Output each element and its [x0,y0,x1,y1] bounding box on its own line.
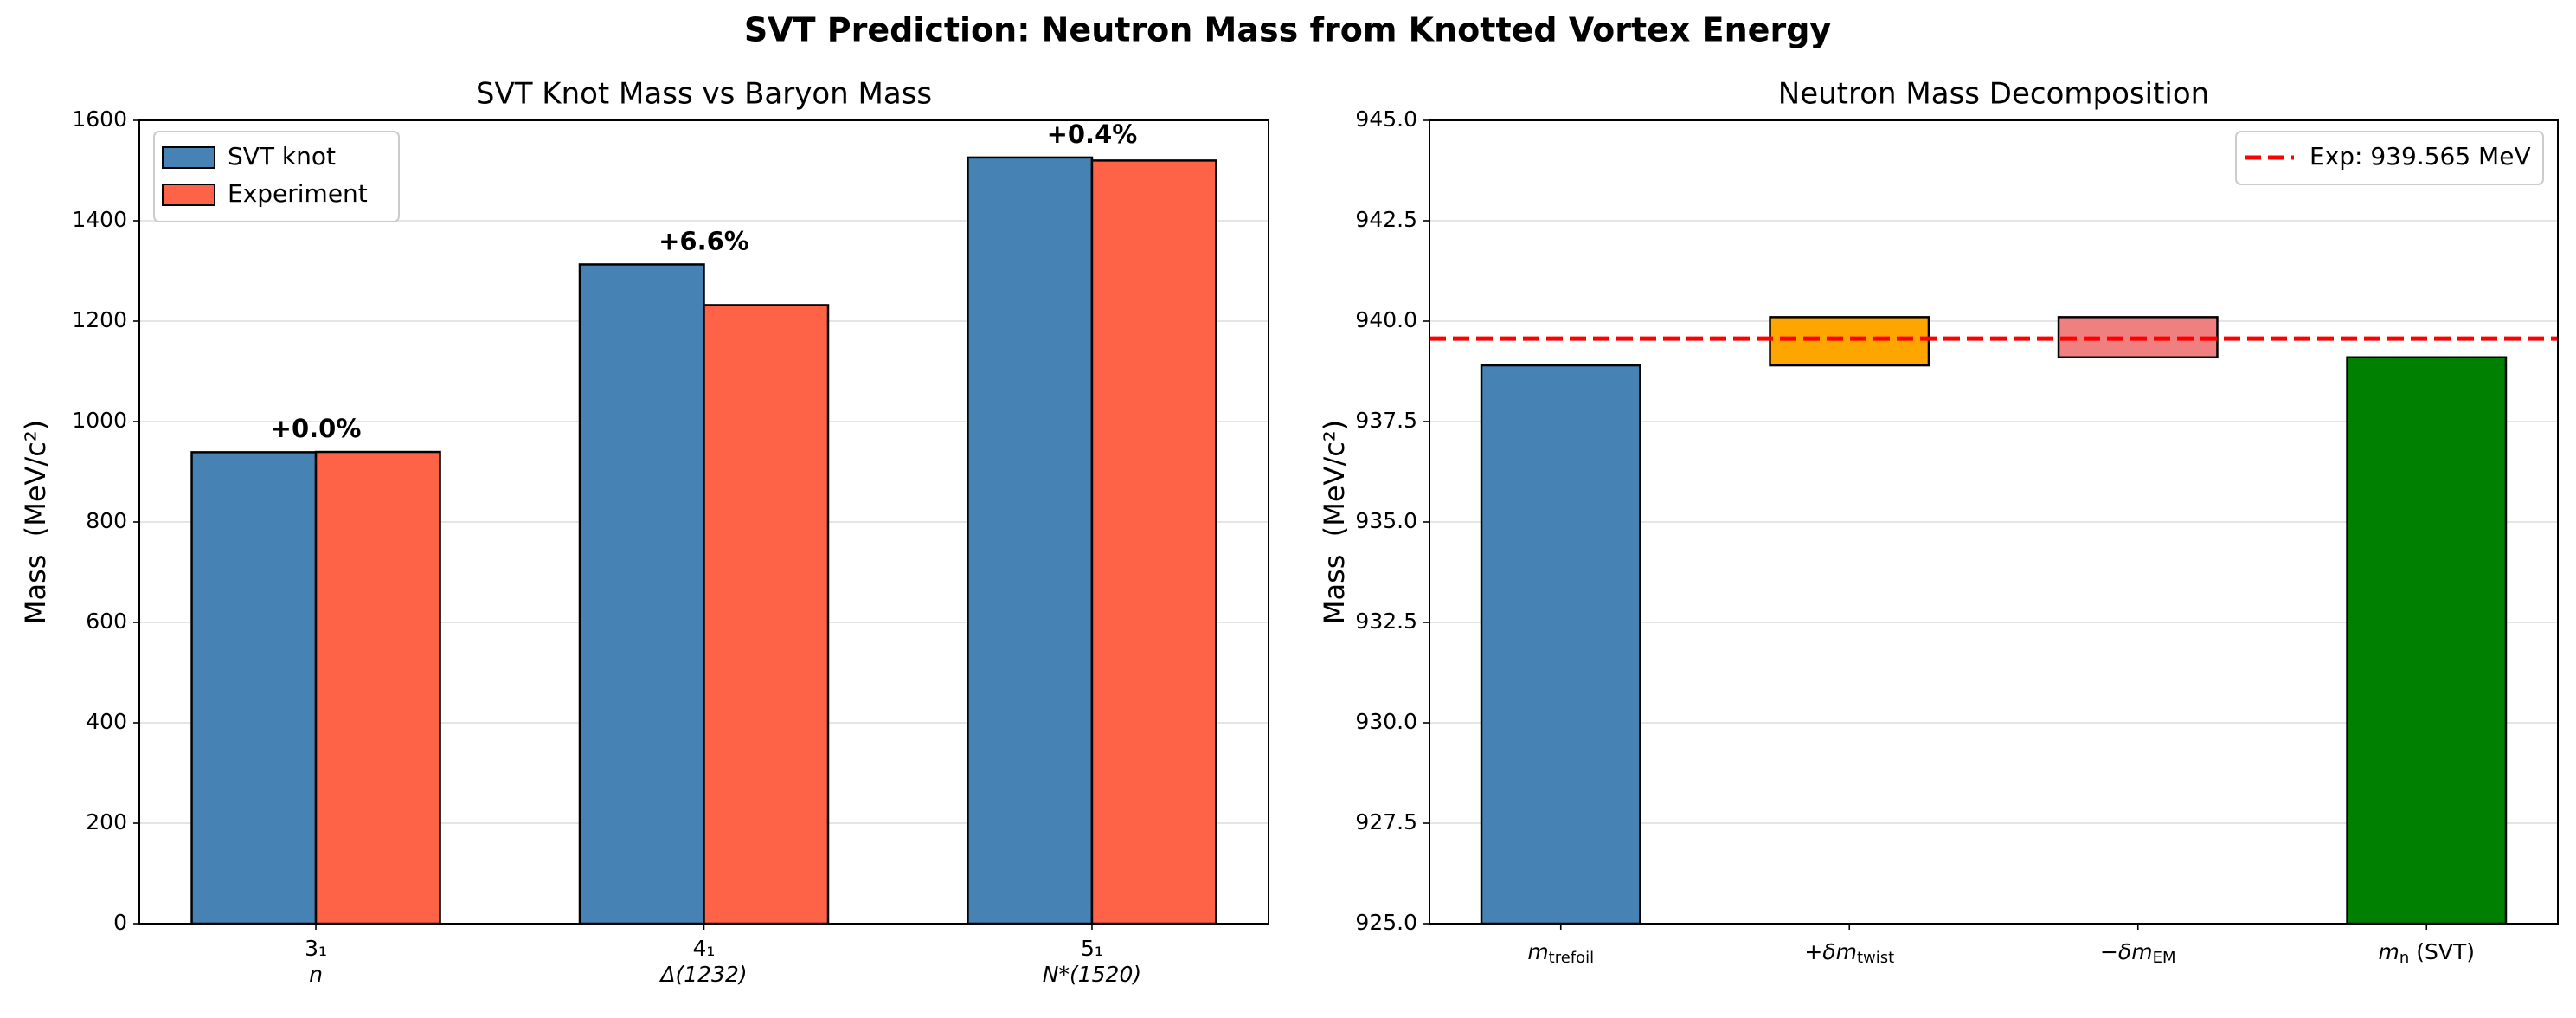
y-tick-label: 400 [86,709,127,734]
y-tick-label: 937.5 [1355,408,1417,433]
bar [2346,356,2508,925]
label-main: m [1527,939,1548,964]
label-main: m [2379,939,2399,964]
y-tick-label: 1000 [72,408,127,433]
y-tick-label: 935.0 [1355,508,1417,533]
legend-label: Experiment [228,179,368,208]
x-tick-sublabel: n [309,962,323,987]
x-tick-label: mtrefoil [1527,939,1594,967]
y-axis-label: Mass (MeV/c²) [19,420,52,624]
label-suffix: (SVT) [2409,939,2475,964]
x-tick-sublabel: N*(1520) [1043,962,1141,987]
x-tick-label: mn (SVT) [2379,939,2475,967]
bar-annotation: +6.6% [658,226,749,255]
bar [967,156,1094,925]
legend-swatch [162,146,215,169]
y-axis-label: Mass (MeV/c²) [1318,420,1351,624]
bar [1769,316,1930,367]
legend-box [2235,131,2544,185]
y-tick-label: 800 [86,508,127,533]
bar-annotation: +0.4% [1047,119,1138,149]
label-sub: trefoil [1549,949,1595,967]
y-tick-label: 932.5 [1355,609,1417,634]
bar [703,304,830,925]
legend-label: SVT knot [228,142,336,171]
legend-label: Exp: 939.565 MeV [2309,142,2531,171]
axes-frame [138,119,1269,925]
bar-annotation: +0.0% [271,414,362,443]
x-tick-sublabel: Δ(1232) [658,962,747,987]
subplot-title: Neutron Mass Decomposition [1778,77,2209,112]
bar [190,451,318,925]
label-main: +δm [1804,939,1857,964]
y-tick-label: 200 [86,809,127,834]
x-tick-label: 3₁ [305,936,327,961]
y-tick-label: 1400 [72,207,127,232]
axes-frame [1429,119,2559,925]
x-tick-label: 4₁ [693,936,716,961]
legend-swatch [162,184,215,206]
x-tick-label: +δmtwist [1804,939,1894,967]
x-tick-label: 5₁ [1081,936,1103,961]
bar [314,450,441,925]
y-tick-label: 940.0 [1355,307,1417,332]
y-tick-label: 930.0 [1355,709,1417,734]
bar [1480,364,1641,925]
label-sub: n [2399,949,2409,967]
y-tick-label: 1200 [72,307,127,332]
label-sub: twist [1857,949,1894,967]
y-tick-label: 0 [113,910,127,935]
bar [578,263,705,925]
label-sub: EM [2153,949,2176,967]
y-tick-label: 945.0 [1355,106,1417,132]
y-tick-label: 600 [86,609,127,634]
figure-title: SVT Prediction: Neutron Mass from Knotte… [744,11,1832,49]
x-tick-label: −δmEM [2100,939,2176,967]
y-tick-label: 1600 [72,106,127,132]
y-tick-label: 925.0 [1355,910,1417,935]
label-main: −δm [2100,939,2153,964]
y-tick-label: 942.5 [1355,207,1417,232]
subplot-title: SVT Knot Mass vs Baryon Mass [476,77,932,112]
bar [1090,159,1217,925]
y-tick-label: 927.5 [1355,809,1417,834]
